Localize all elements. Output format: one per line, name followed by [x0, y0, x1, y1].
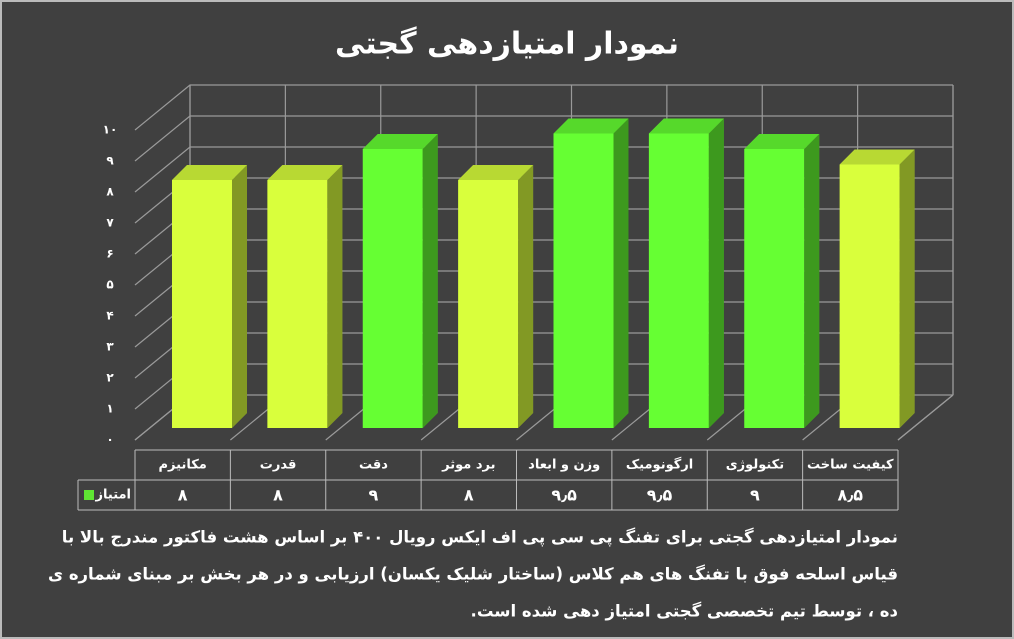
grid-line — [134, 115, 953, 162]
caption-line: قیاس اسلحه فوق با تفنگ های هم کلاس (ساخت… — [48, 564, 898, 585]
caption-line: ده ، توسط تیم تخصصی گجتی امتیاز دهی شده … — [471, 601, 898, 622]
value-label: ۸ — [464, 486, 474, 505]
bar-side-shade — [708, 118, 724, 428]
legend-swatch — [84, 490, 94, 500]
x-tick-label: قدرت — [260, 458, 297, 473]
floor-line — [897, 394, 954, 441]
y-tick-label: ۱ — [106, 402, 113, 416]
value-label: ۹٫۵ — [551, 486, 577, 505]
x-tick-label: دقت — [359, 458, 388, 473]
bar-side — [518, 165, 534, 428]
y-tick-label: ۲ — [106, 371, 114, 385]
legend-label: امتیاز — [95, 488, 131, 503]
bar-top — [362, 134, 438, 149]
bar — [267, 180, 328, 428]
bar-top-shade — [458, 165, 534, 180]
bar-top-shade — [553, 118, 629, 134]
bar-top-shade — [362, 134, 438, 149]
y-tick-label: ۷ — [106, 216, 114, 230]
value-label: ۹ — [369, 486, 379, 505]
bar-side-shade — [232, 165, 247, 428]
bar-top-shade — [744, 134, 820, 149]
value-label: ۹٫۵ — [647, 486, 673, 505]
bar-top-shade — [267, 165, 343, 180]
bar-side-shade — [422, 134, 438, 428]
bar-top-shade — [172, 165, 247, 180]
bar-side — [804, 134, 820, 428]
bar-side — [232, 165, 247, 428]
bar-top — [839, 149, 915, 165]
bar-side — [422, 134, 438, 428]
bar-top-shade — [648, 118, 724, 134]
x-tick-label: کیفیت ساخت — [807, 458, 894, 473]
y-tick-label: ۱۰ — [103, 123, 118, 137]
bar-side — [899, 149, 915, 428]
bar-side-shade — [613, 118, 629, 428]
bar-top — [267, 165, 343, 180]
value-label: ۸ — [178, 486, 188, 505]
bar-top — [458, 165, 534, 180]
bar — [839, 164, 900, 428]
value-label: ۸ — [273, 486, 283, 505]
bar-side-shade — [327, 165, 343, 428]
y-tick-label: ۶ — [106, 247, 113, 261]
x-tick-label: ارگونومیک — [626, 457, 693, 473]
bar-top-shade — [839, 149, 915, 165]
y-tick-label: ۴ — [106, 309, 113, 323]
value-label: ۸٫۵ — [838, 486, 864, 505]
y-tick-label: ۵ — [106, 278, 113, 292]
value-label: ۹ — [750, 486, 760, 505]
bar — [648, 133, 709, 428]
x-tick-label: برد موثر — [441, 458, 495, 473]
bar-top — [172, 165, 247, 180]
bar-side-shade — [899, 149, 915, 428]
caption-line: نمودار امتیازدهی گجتی برای تفنگ پی سی پی… — [62, 527, 898, 548]
y-tick-label: ۰ — [106, 433, 113, 447]
bar-top — [648, 118, 724, 134]
bar-top — [553, 118, 629, 134]
y-tick-label: ۸ — [106, 185, 114, 199]
bar-top — [744, 134, 820, 149]
y-tick-label: ۹ — [106, 154, 114, 168]
bar — [362, 149, 423, 428]
bar — [458, 180, 519, 428]
bar — [172, 180, 232, 428]
bar-side-shade — [804, 134, 820, 428]
bar-side — [708, 118, 724, 428]
x-tick-label: وزن و ابعاد — [528, 458, 600, 473]
bar-side — [613, 118, 629, 428]
bar — [744, 149, 805, 428]
grid-line — [134, 84, 953, 131]
x-tick-label: تکنولوژی — [726, 458, 784, 473]
x-tick-label: مکانیزم — [159, 458, 207, 473]
bar-side — [327, 165, 343, 428]
bar-side-shade — [518, 165, 534, 428]
chart-title: نمودار امتیازدهی گجتی — [335, 26, 679, 62]
bar — [553, 133, 614, 428]
y-tick-label: ۳ — [106, 340, 114, 354]
